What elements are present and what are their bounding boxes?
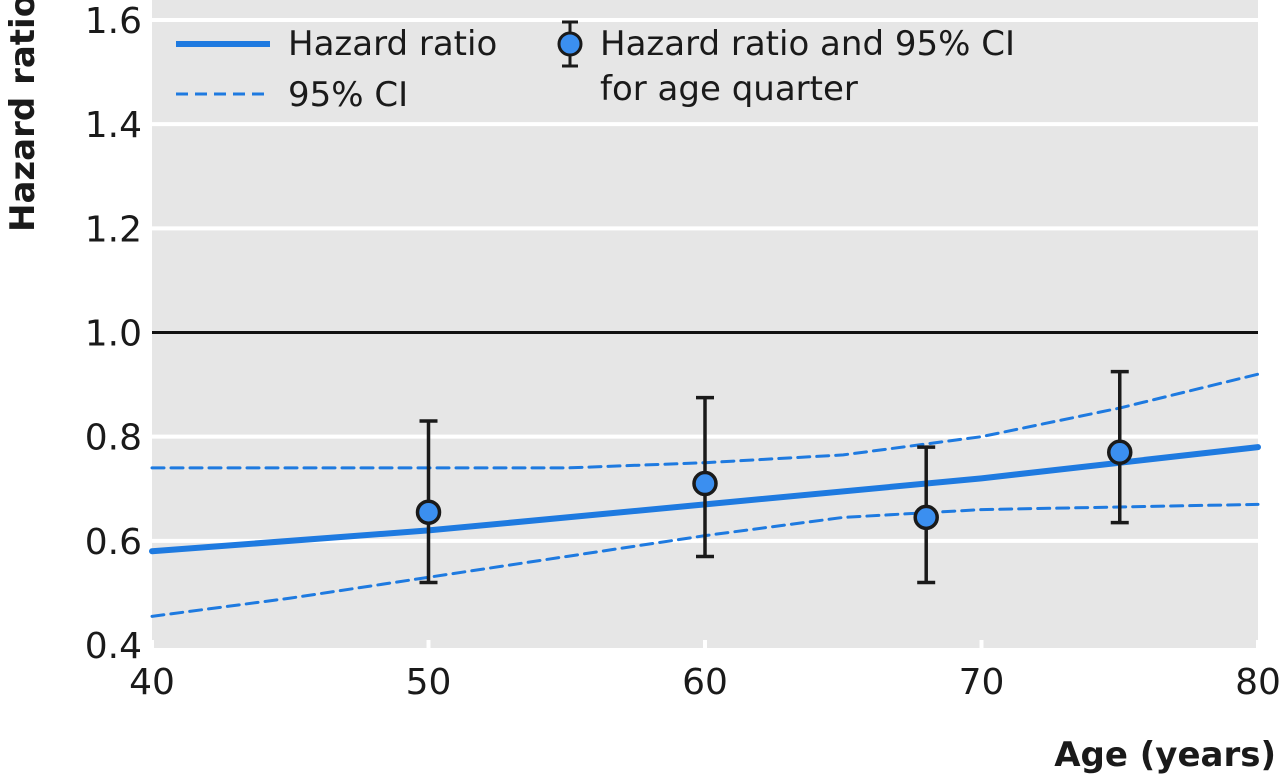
age-quarter-point: [415, 419, 442, 585]
y-tick-label: 1.0: [85, 314, 142, 355]
legend-hr-label: Hazard ratio: [288, 24, 497, 64]
x-tick-label: 80: [1235, 662, 1280, 703]
point-marker: [913, 504, 939, 531]
legend-ci-label: 95% CI: [288, 75, 408, 115]
x-tick-label: 50: [406, 662, 452, 703]
x-ticks: 40 50 60 70 80: [129, 640, 1280, 703]
y-axis-title: Hazard ratio: [3, 0, 43, 232]
y-tick-label: 0.6: [85, 522, 142, 563]
points-group: [415, 369, 1133, 585]
legend-point-label-line2: for age quarter: [600, 69, 858, 109]
legend-point-swatch: [557, 20, 583, 68]
age-quarter-point: [1107, 369, 1133, 525]
x-tick-label: 40: [129, 662, 175, 703]
point-marker: [692, 470, 718, 497]
y-tick-label: 1.2: [85, 209, 142, 250]
x-axis-title: Age (years): [1054, 735, 1276, 775]
point-marker: [1107, 439, 1133, 466]
age-quarter-point: [692, 395, 718, 559]
y-tick-label: 0.8: [85, 418, 142, 459]
point-marker: [415, 499, 442, 525]
legend-point-label-line1: Hazard ratio and 95% CI: [600, 24, 1015, 64]
y-tick-label: 1.6: [85, 1, 142, 42]
y-tick-label: 1.4: [85, 105, 142, 146]
x-tick-label: 60: [682, 662, 728, 703]
age-quarter-point: [913, 445, 939, 585]
x-tick-label: 70: [959, 662, 1005, 703]
legend: Hazard ratio 95% CI Hazard ratio and 95%…: [176, 20, 1015, 115]
y-ticks: 0.4 0.6 0.8 1.0 1.2 1.4 1.6: [85, 1, 142, 667]
y-tick-label: 0.4: [85, 626, 142, 667]
